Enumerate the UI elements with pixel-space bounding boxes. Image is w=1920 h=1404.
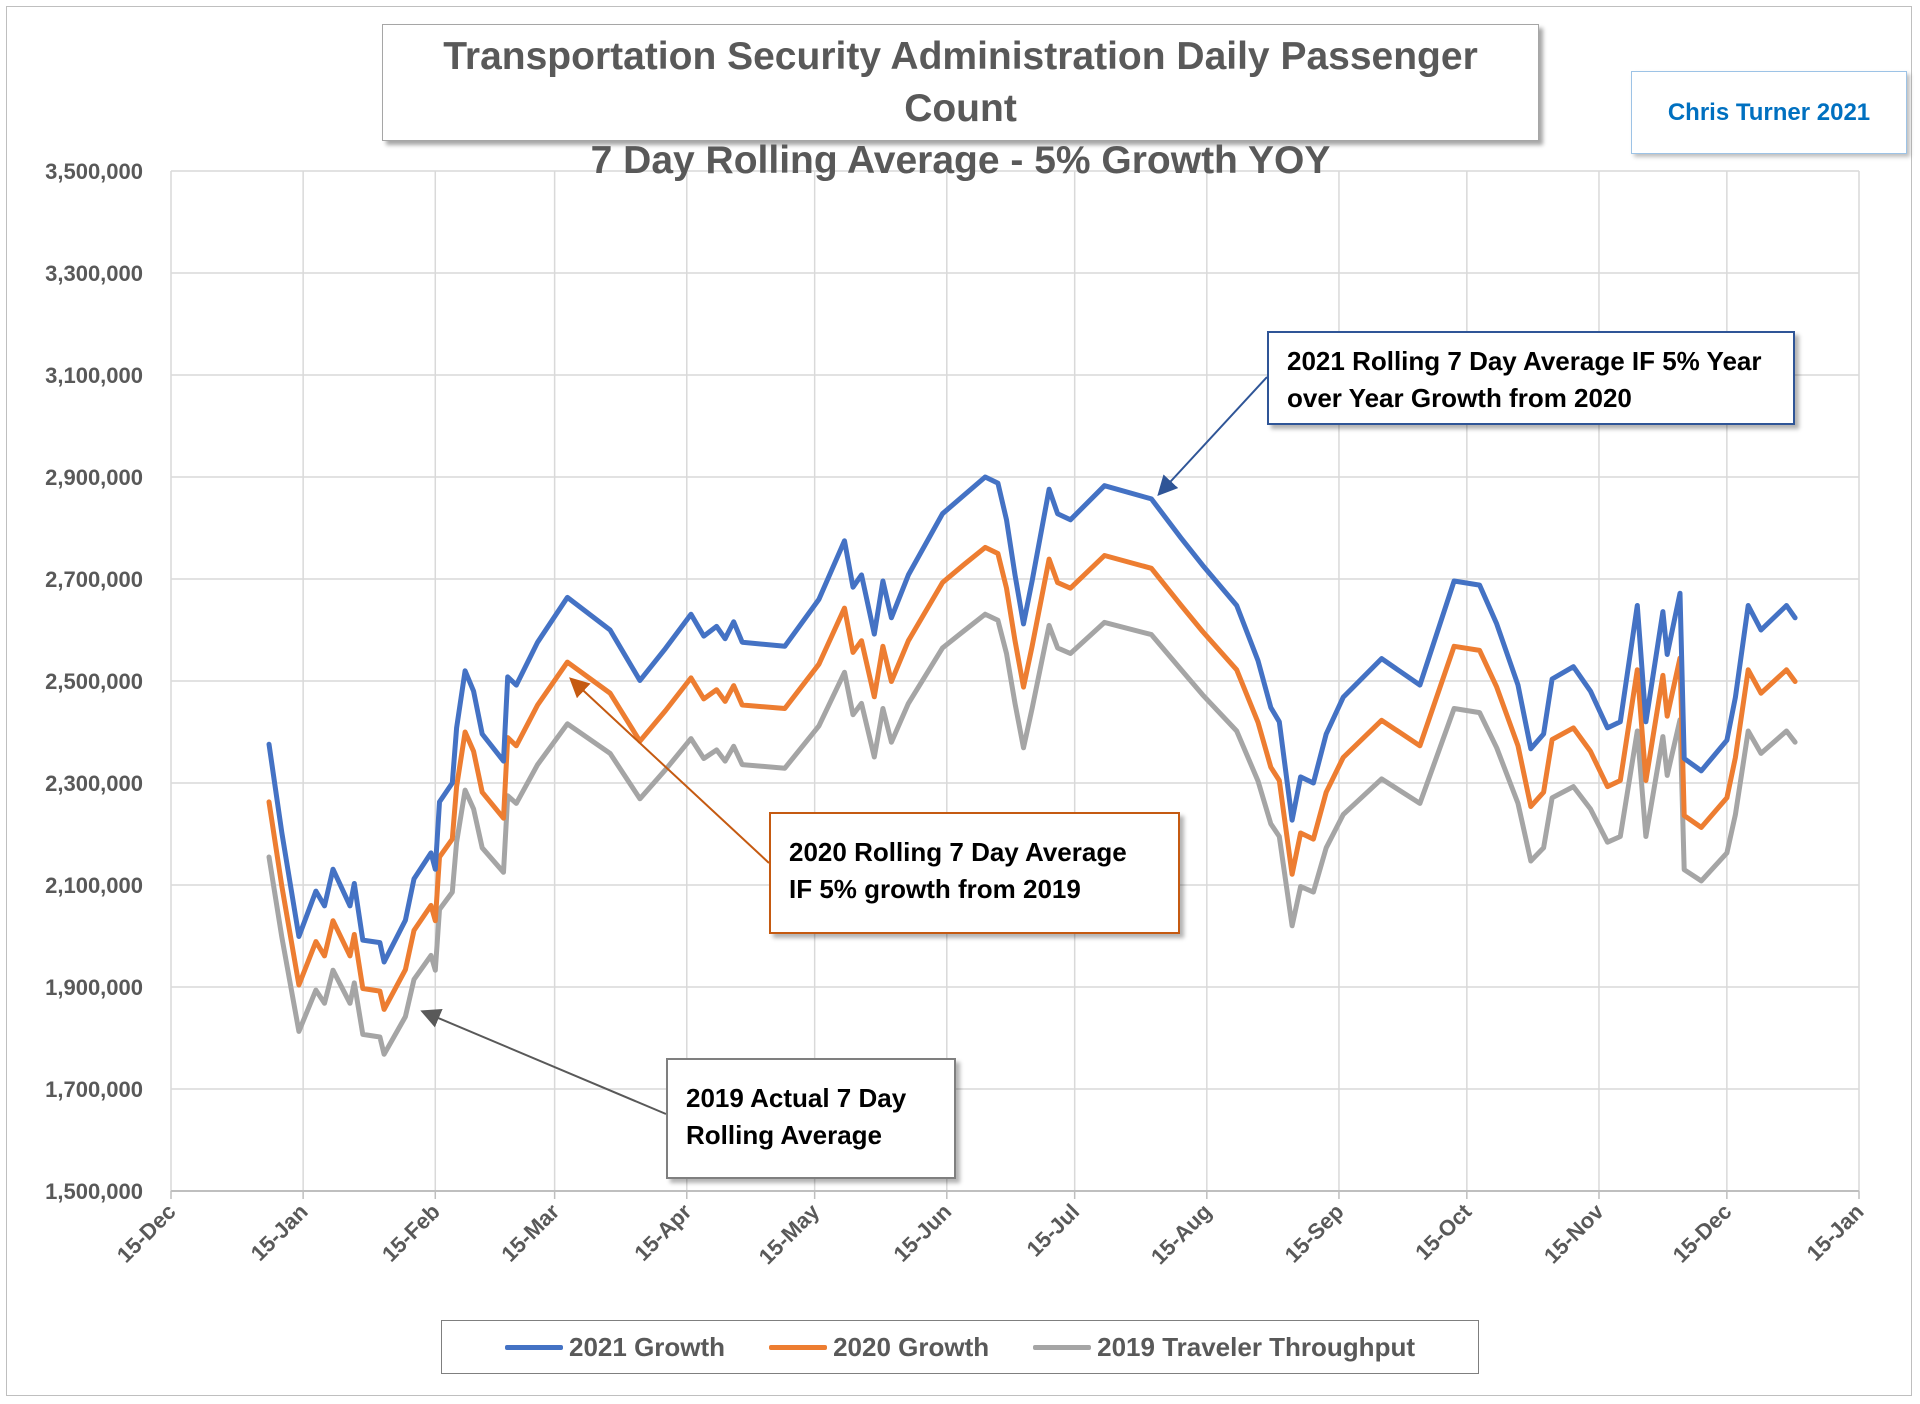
x-tick-label: 15-Aug: [1146, 1199, 1216, 1269]
series-line-2021-growth: [266, 474, 1798, 965]
annotation-arrow-2019: [420, 1008, 667, 1115]
author-label-box: Chris Turner 2021: [1631, 71, 1907, 154]
y-tick-label: 2,100,000: [45, 873, 143, 898]
gridlines: [170, 170, 1860, 1192]
legend-item-2019: 2019 Traveler Throughput: [1033, 1332, 1415, 1363]
y-tick-label: 1,700,000: [45, 1077, 143, 1102]
legend: 2021 Growth 2020 Growth 2019 Traveler Th…: [441, 1320, 1479, 1374]
x-tick-label: 15-Nov: [1539, 1198, 1609, 1268]
y-tick-label: 3,300,000: [45, 261, 143, 286]
y-axis: 1,500,000 1,700,000 1,900,000 2,100,000 2,30…: [45, 159, 143, 1204]
chart-title: Transportation Security Administration D…: [443, 35, 1478, 130]
series-line-2019-traveler-throughput: [266, 611, 1798, 1057]
y-tick-label: 1,900,000: [45, 975, 143, 1000]
annotation-2019: 2019 Actual 7 Day Rolling Average: [666, 1058, 956, 1179]
annotation-text: IF 5% growth from 2019: [789, 874, 1081, 904]
series-line-2020-growth: [266, 544, 1798, 1012]
x-tick-label: 15-Apr: [629, 1199, 696, 1266]
x-tick-label: 15-Jan: [246, 1199, 313, 1266]
annotation-text: 2021 Rolling 7 Day Average IF 5% Year: [1287, 346, 1762, 376]
x-tick-label: 15-Mar: [496, 1199, 564, 1267]
chart-subtitle: 7 Day Rolling Average - 5% Growth YOY: [590, 139, 1331, 182]
annotation-2020: 2020 Rolling 7 Day Average IF 5% growth …: [769, 812, 1180, 934]
chart-frame: [6, 6, 1912, 1396]
y-tick-label: 3,500,000: [45, 159, 143, 184]
annotation-arrow-2021: [1157, 376, 1268, 496]
y-tick-label: 3,100,000: [45, 363, 143, 388]
y-tick-label: 2,300,000: [45, 771, 143, 796]
legend-label: 2020 Growth: [833, 1331, 990, 1362]
legend-swatch: [1033, 1344, 1092, 1350]
y-tick-label: 2,500,000: [45, 669, 143, 694]
legend-swatch: [505, 1344, 563, 1350]
legend-label: 2019 Traveler Throughput: [1097, 1331, 1415, 1362]
x-tick-label: 15-Jul: [1022, 1199, 1085, 1262]
annotation-text: over Year Growth from 2020: [1287, 383, 1632, 413]
author-label: Chris Turner 2021: [1667, 98, 1871, 126]
annotation-arrow-2020: [569, 677, 770, 864]
series-lines: [266, 474, 1798, 1057]
x-tick-label: 15-Dec: [1668, 1199, 1737, 1268]
annotation-text: 2020 Rolling 7 Day Average: [789, 837, 1127, 867]
x-tick-label: 15-May: [754, 1198, 825, 1269]
x-tick-label: 15-Jan: [1802, 1199, 1869, 1266]
y-tick-label: 2,900,000: [45, 465, 143, 490]
legend-label: 2021 Growth: [569, 1331, 726, 1362]
x-tick-label: 15-Sep: [1280, 1199, 1349, 1268]
y-tick-label: 2,700,000: [45, 567, 143, 592]
annotation-2021: 2021 Rolling 7 Day Average IF 5% Year ov…: [1267, 331, 1795, 425]
y-tick-label: 1,500,000: [45, 1179, 143, 1204]
chart-title-box: Transportation Security Administration D…: [382, 24, 1539, 182]
legend-item-2021: 2021 Growth: [505, 1332, 725, 1363]
legend-item-2020: 2020 Growth: [769, 1332, 989, 1363]
x-tick-label: 15-Dec: [112, 1199, 181, 1268]
x-tick-label: 15-Jun: [889, 1199, 957, 1267]
legend-swatch: [769, 1344, 828, 1350]
x-tick-label: 15-Feb: [377, 1199, 445, 1267]
x-tick-label: 15-Oct: [1410, 1198, 1477, 1265]
annotation-text: 2019 Actual 7 Day: [686, 1083, 907, 1113]
annotation-text: Rolling Average: [686, 1120, 883, 1150]
x-axis: 15-Dec 15-Jan 15-Feb 15-Mar 15-Apr 15-May 15-J…: [112, 1190, 1869, 1269]
